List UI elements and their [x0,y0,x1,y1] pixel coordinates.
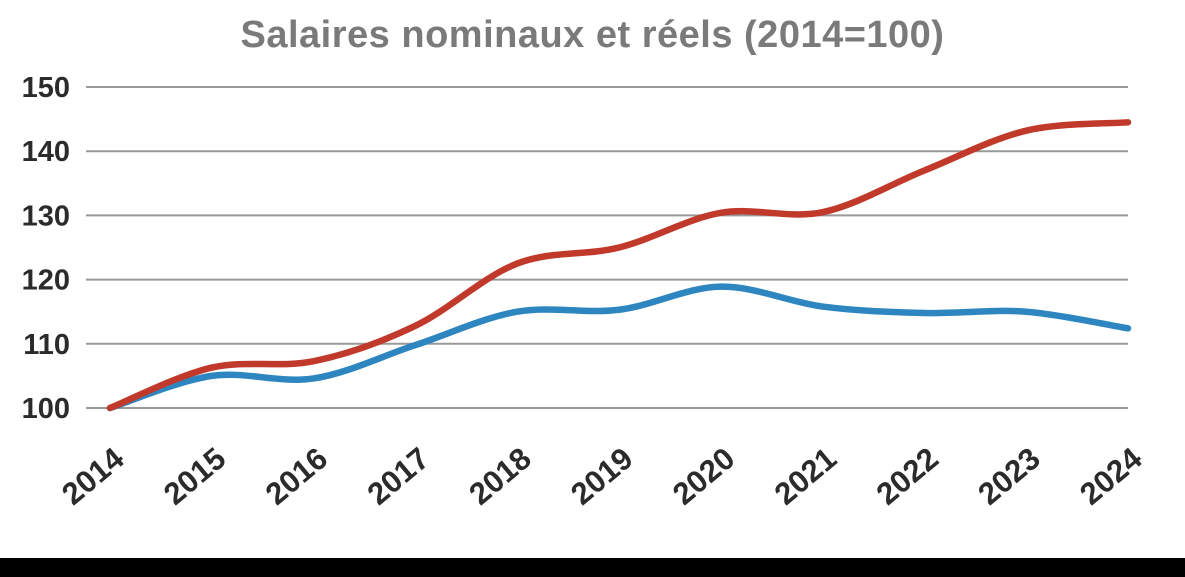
x-tick-label: 2018 [462,441,537,512]
x-tick-label: 2021 [768,441,843,512]
x-tick-label: 2020 [666,441,741,512]
series-line-nominaux [106,119,1132,412]
x-tick-label: 2014 [55,440,131,512]
x-tick-label: 2023 [971,441,1046,512]
y-tick-label: 110 [23,329,70,361]
y-tick-label: 140 [22,136,70,168]
y-tick-label: 120 [22,265,70,297]
x-tick-label: 2019 [564,441,639,512]
y-tick-label: 100 [22,393,70,425]
bottom-bar [0,558,1185,577]
x-tick-label: 2015 [157,441,232,512]
series-line-reels [106,283,1132,412]
x-tick-label: 2016 [259,441,334,512]
x-tick-label: 2022 [870,441,945,512]
x-tick-label: 2024 [1073,440,1149,512]
y-tick-label: 130 [22,200,70,232]
x-tick-label: 2017 [361,441,436,512]
chart-title: Salaires nominaux et réels (2014=100) [240,14,945,56]
y-tick-label: 150 [22,72,70,104]
